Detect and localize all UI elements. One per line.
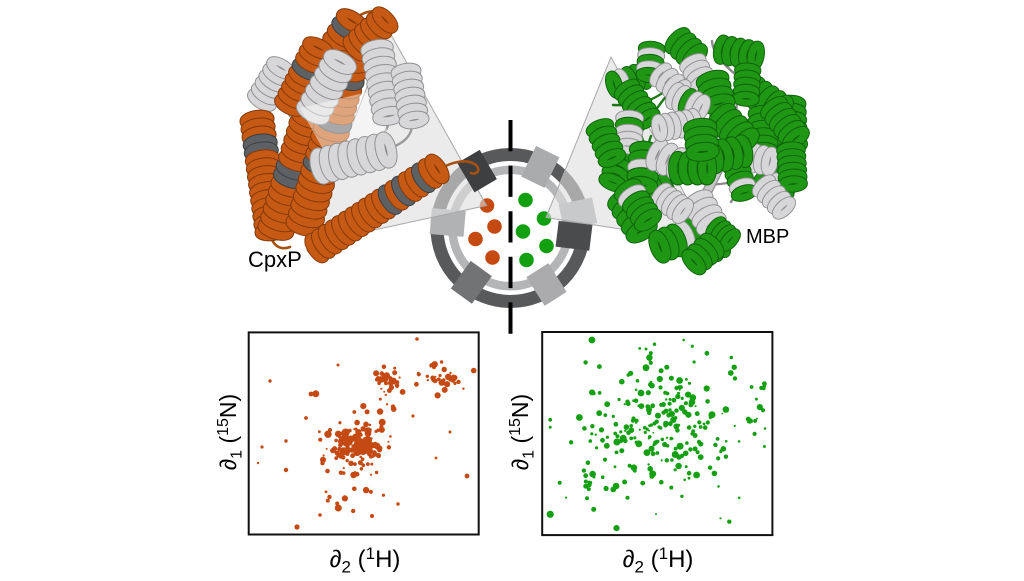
svg-text:∂2 (1H): ∂2 (1H) [330, 544, 401, 576]
svg-text:CpxP: CpxP [248, 247, 302, 272]
svg-text:∂2 (1H): ∂2 (1H) [623, 544, 694, 576]
svg-text:MBP: MBP [746, 226, 789, 248]
